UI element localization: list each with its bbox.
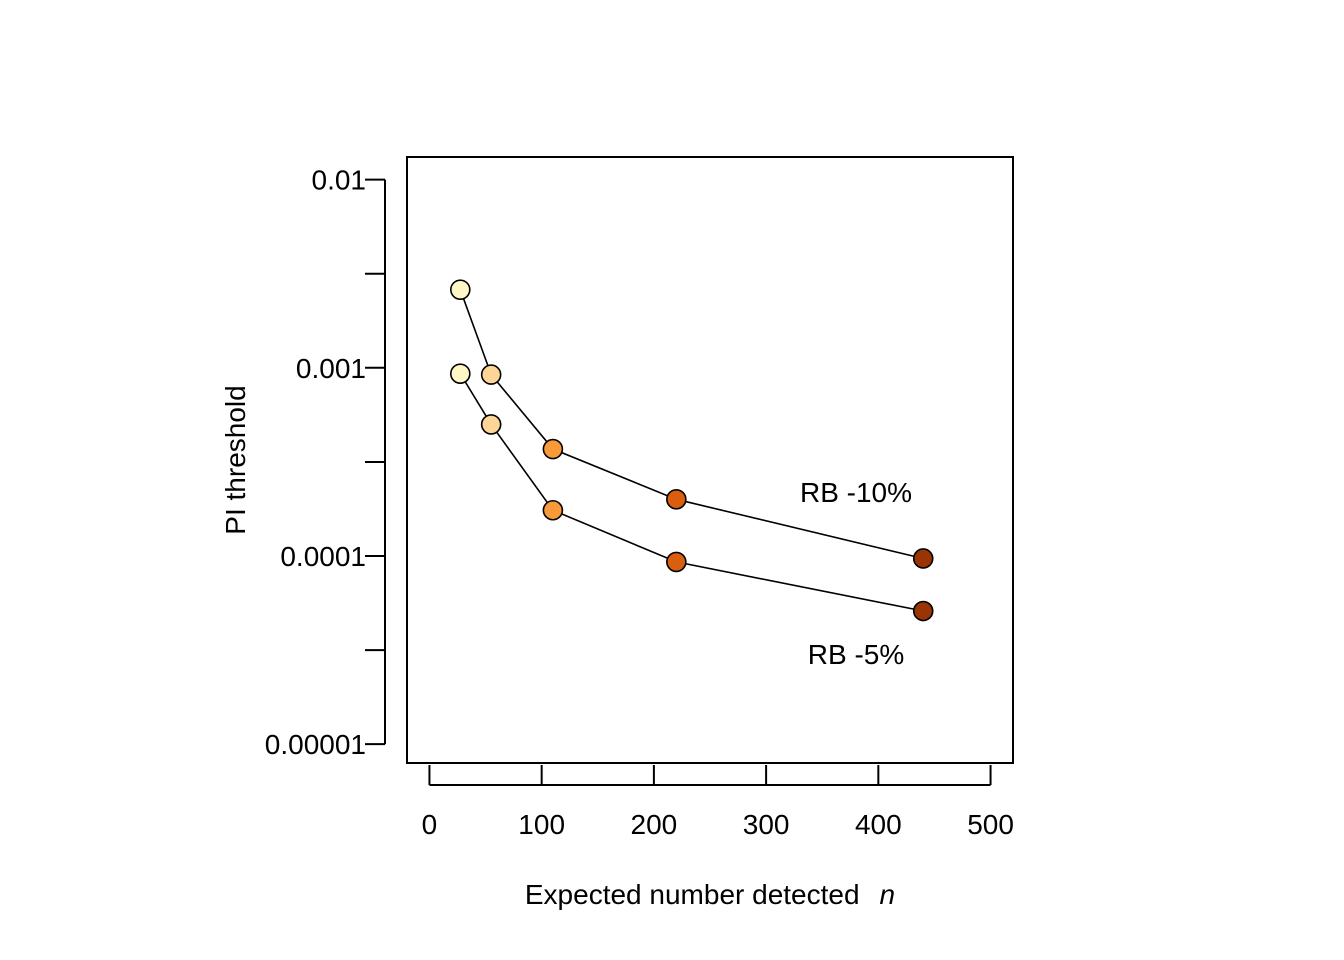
y-tick-label: 0.0001 [280,541,366,572]
x-tick-label: 0 [422,809,438,840]
y-tick-label: 0.00001 [265,729,366,760]
data-point [666,551,687,573]
series-label-rb-10: RB -10% [800,477,912,508]
data-point [450,279,471,300]
data-point [542,438,564,460]
series-points [450,279,934,622]
series-lines [459,289,924,612]
series-labels: RB -10% RB -5% [800,477,912,670]
x-axis-title: Expected number detected n [525,879,895,910]
data-point [480,364,502,385]
data-point [542,499,564,521]
y-axis-title: PI threshold [220,385,251,534]
data-point [450,363,471,385]
y-tick-label: 0.001 [296,353,366,384]
x-tick-label: 500 [967,809,1014,840]
series-line-rb-10 [459,289,924,560]
plot-frame [406,156,1014,764]
x-axis-title-variable: n [880,879,896,910]
data-point [666,489,687,510]
data-point [912,548,934,569]
x-tick-label: 400 [855,809,902,840]
x-axis: 0 100 200 300 400 500 [422,765,1014,840]
y-axis: 0.01 0.001 0.0001 0.00001 [265,165,386,760]
x-tick-label: 200 [631,809,678,840]
data-point [912,600,934,622]
x-tick-label: 100 [518,809,565,840]
data-point [480,414,502,435]
x-axis-title-text: Expected number detected [525,879,860,910]
x-tick-label: 300 [743,809,790,840]
y-tick-label: 0.01 [312,165,367,196]
series-label-rb-5: RB -5% [808,639,904,670]
